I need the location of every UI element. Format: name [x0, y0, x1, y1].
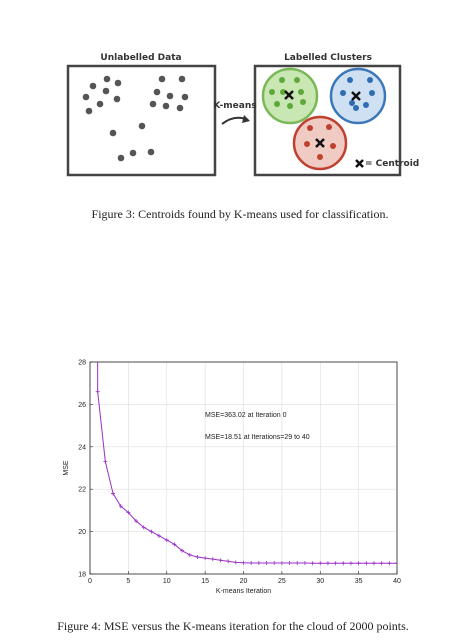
left-title: Unlabelled Data [100, 53, 181, 63]
point [379, 561, 384, 566]
y-tick-label: 20 [78, 529, 86, 536]
point [341, 561, 346, 566]
point [295, 560, 300, 565]
point [272, 560, 277, 565]
y-tick-label: 24 [78, 444, 86, 451]
arrow-head [242, 115, 250, 123]
point [172, 542, 177, 547]
x-tick-label: 10 [163, 578, 171, 585]
x-tick-label: 40 [393, 578, 401, 585]
point [264, 560, 269, 565]
point [103, 459, 108, 464]
x-tick-label: 0 [88, 578, 92, 585]
blue-cluster [329, 67, 387, 125]
point [226, 559, 231, 564]
point [126, 510, 131, 515]
point [118, 504, 123, 509]
point [387, 561, 392, 566]
y-tick-label: 18 [78, 572, 86, 579]
point [287, 560, 292, 565]
centroids [284, 90, 364, 168]
point [187, 552, 192, 557]
point [279, 560, 284, 565]
point [233, 560, 238, 565]
y-tick-label: 22 [78, 487, 86, 494]
centroid-legend: = Centroid [365, 159, 419, 169]
point [210, 557, 215, 562]
point [180, 548, 185, 553]
y-tick-label: 28 [78, 360, 86, 367]
series [95, 362, 397, 566]
point [157, 533, 162, 538]
point [333, 561, 338, 566]
point [203, 556, 208, 561]
y-tick-label: 26 [78, 402, 86, 409]
point [318, 561, 323, 566]
caption: Figure 4: MSE versus the K-means iterati… [57, 619, 409, 633]
point [302, 560, 307, 565]
point [95, 389, 100, 394]
plot-frame [89, 361, 398, 575]
point [218, 558, 223, 563]
x-tick-label: 5 [126, 578, 130, 585]
point [141, 525, 146, 530]
point [348, 561, 353, 566]
caption: Figure 3: Centroids found by K-means use… [92, 207, 389, 221]
x-axis-label: K-means Iteration [216, 588, 271, 595]
y-axis-label: MSE [63, 460, 70, 476]
point [149, 529, 154, 534]
x-tick-label: 20 [240, 578, 248, 585]
x-tick-label: 30 [316, 578, 324, 585]
point [241, 560, 246, 565]
point [249, 560, 254, 565]
point [164, 538, 169, 543]
right-title: Labelled Clusters [284, 53, 372, 63]
x-tick-label: 25 [278, 578, 286, 585]
point [356, 561, 361, 566]
unlabelled-points [82, 75, 189, 162]
annotation: MSE=18.51 at Iterations=29 to 40 [205, 434, 310, 441]
point [111, 491, 116, 496]
chart: 18 20 22 24 26 28 0 5 10 15 20 25 30 35 40 K-means Iter… [63, 360, 401, 596]
point [256, 560, 261, 565]
annotation: MSE=363.02 at Iteration 0 [205, 412, 287, 419]
point [195, 555, 200, 560]
left-box [66, 64, 217, 177]
point [310, 561, 315, 566]
point [395, 561, 397, 566]
x-tick-label: 15 [201, 578, 209, 585]
point [325, 561, 330, 566]
point [364, 561, 369, 566]
x-tick-label: 35 [355, 578, 363, 585]
point [371, 561, 376, 566]
arrow-label: K-means [213, 101, 256, 111]
point [134, 519, 139, 523]
